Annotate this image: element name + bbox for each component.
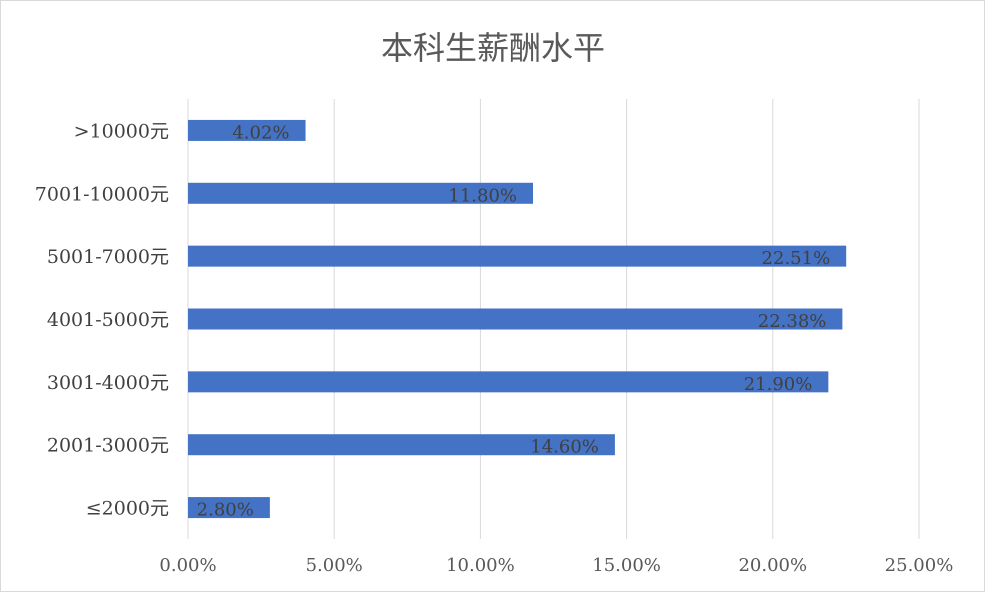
- chart-title: 本科生薪酬水平: [381, 29, 605, 67]
- x-tick-label: 0.00%: [159, 555, 216, 576]
- data-label: 21.90%: [744, 374, 813, 395]
- x-tick-label: 5.00%: [306, 555, 363, 576]
- label-layer: 0.00% 5.00% 10.00% 15.00% 20.00% 25.00% >10000…: [35, 120, 954, 576]
- category-label: 2001-3000元: [47, 435, 169, 457]
- bar: [188, 182, 534, 204]
- bar: [188, 434, 615, 456]
- category-label: >10000元: [74, 120, 169, 142]
- bar: [188, 371, 829, 393]
- bar: [188, 119, 306, 141]
- bar: [188, 497, 270, 519]
- category-label: 7001-10000元: [35, 183, 169, 205]
- category-label: 4001-5000元: [47, 309, 169, 331]
- data-label: 22.51%: [762, 248, 831, 269]
- x-tick-label: 25.00%: [885, 555, 954, 576]
- data-label: 14.60%: [530, 437, 599, 458]
- category-label: 5001-7000元: [47, 246, 169, 268]
- bar: [188, 245, 847, 267]
- bar: [188, 308, 843, 330]
- data-label: 11.80%: [448, 185, 517, 206]
- data-label: 2.80%: [197, 500, 254, 521]
- category-label: ≤2000元: [86, 498, 169, 520]
- x-tick-label: 10.00%: [446, 555, 515, 576]
- x-tick-label: 20.00%: [738, 555, 807, 576]
- x-tick-label: 15.00%: [592, 555, 661, 576]
- data-label: 22.38%: [758, 311, 827, 332]
- category-label: 3001-4000元: [47, 372, 169, 394]
- data-label: 4.02%: [232, 122, 289, 143]
- bar-layer: [188, 119, 847, 519]
